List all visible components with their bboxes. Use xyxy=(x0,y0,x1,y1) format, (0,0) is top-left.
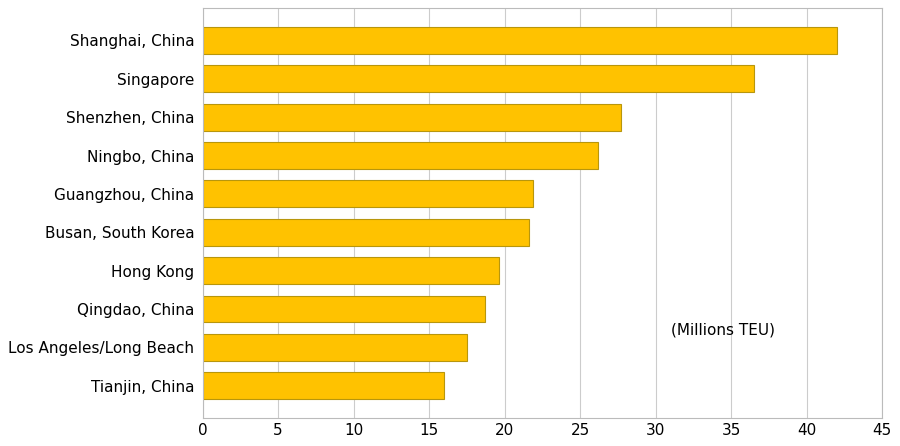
Bar xyxy=(202,142,598,169)
Bar xyxy=(202,334,467,361)
Bar xyxy=(202,372,445,399)
Bar xyxy=(202,65,753,92)
Text: (Millions TEU): (Millions TEU) xyxy=(670,322,775,338)
Bar xyxy=(202,257,499,284)
Bar xyxy=(202,181,534,207)
Bar xyxy=(202,219,529,246)
Bar xyxy=(202,296,485,322)
Bar xyxy=(202,27,837,54)
Bar xyxy=(202,104,621,131)
